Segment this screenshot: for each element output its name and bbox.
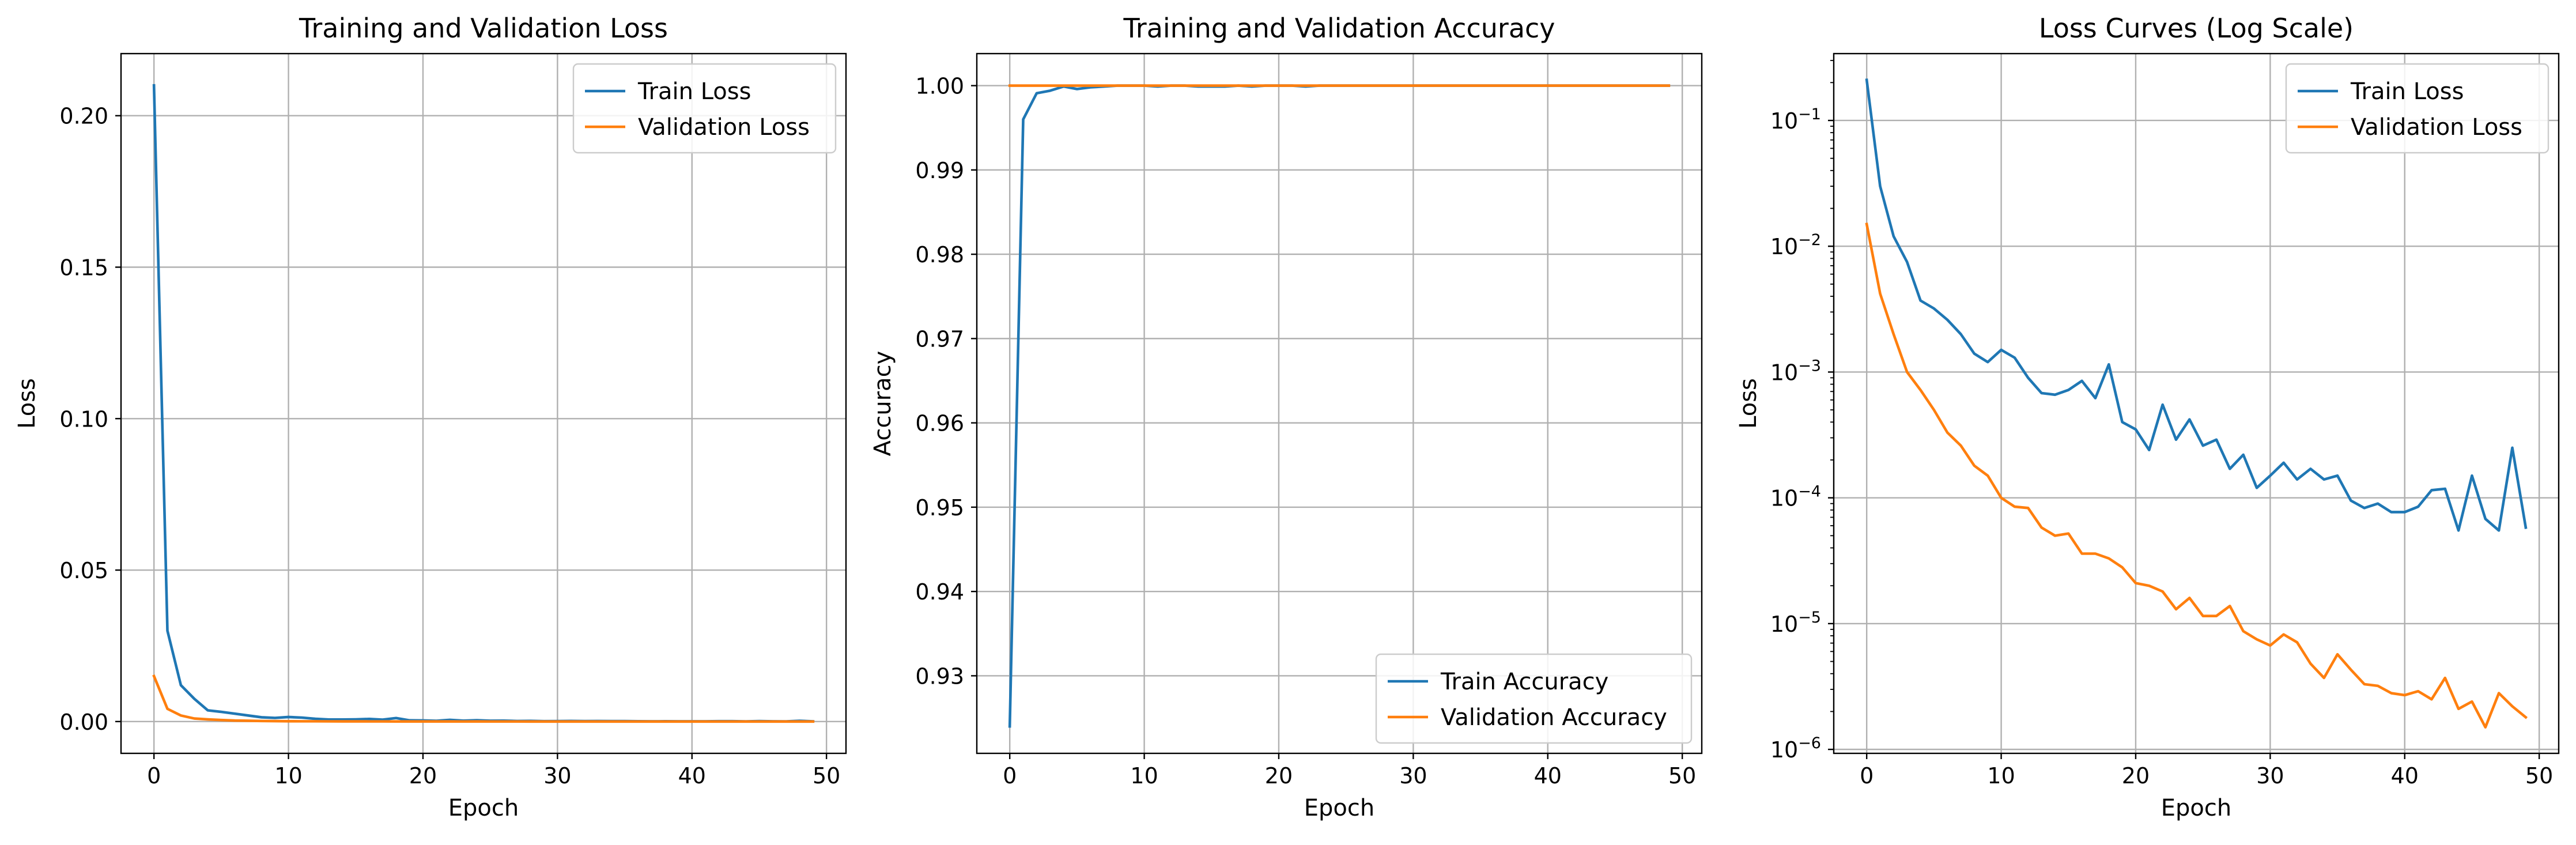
y-tick-label: 0.94	[915, 579, 964, 605]
y-tick-label: 0.93	[915, 663, 964, 689]
y-axis-label: Loss	[14, 378, 40, 429]
y-tick-label: 1.00	[915, 74, 964, 99]
legend-label: Validation Loss	[638, 114, 810, 141]
x-tick-label: 50	[813, 763, 840, 789]
y-tick-label: 0.99	[915, 158, 964, 183]
chart-title: Loss Curves (Log Scale)	[2039, 13, 2354, 44]
x-tick-label: 40	[678, 763, 706, 789]
axes-frame	[1833, 52, 2560, 755]
x-tick-label: 0	[147, 763, 161, 789]
y-tick-label: 0.00	[59, 710, 108, 735]
x-tick-label: 20	[2122, 763, 2150, 789]
legend-box	[572, 63, 837, 154]
legend: Train Loss Validation Loss	[2285, 63, 2549, 154]
y-tick-label: 0.97	[915, 326, 964, 352]
legend-box	[1375, 653, 1693, 744]
legend-label: Train Loss	[2350, 78, 2464, 105]
y-tick-label: 10−3	[1770, 357, 1821, 385]
axes-frame	[976, 52, 1703, 755]
legend-label: Validation Accuracy	[1441, 704, 1667, 731]
x-axis-label: Epoch	[1304, 795, 1374, 821]
x-tick-label: 30	[2256, 763, 2284, 789]
y-tick-label: 10−5	[1770, 609, 1821, 637]
legend-label: Validation Loss	[2351, 114, 2522, 141]
y-tick-label: 10−6	[1770, 734, 1821, 763]
chart-panel-2: 0 10 20 30 40 50 0.93 0.94 0.95 0.96 0.97 0.98 0.99 1…	[870, 13, 1703, 821]
legend-label: Train Loss	[637, 78, 751, 105]
y-tick-label: 0.05	[59, 558, 108, 583]
y-tick-label: 0.10	[59, 406, 108, 432]
x-tick-label: 10	[1987, 763, 2015, 789]
legend-box	[2285, 63, 2549, 154]
chart-title: Training and Validation Loss	[299, 13, 668, 44]
legend-label: Train Accuracy	[1440, 669, 1608, 695]
x-tick-label: 0	[1860, 763, 1874, 789]
x-tick-label: 20	[409, 763, 437, 789]
legend: Train Accuracy Validation Accuracy	[1375, 653, 1693, 744]
series-line-validation-loss	[152, 674, 815, 723]
x-tick-label: 10	[1130, 763, 1158, 789]
x-tick-label: 10	[274, 763, 302, 789]
chart-title: Training and Validation Accuracy	[1123, 13, 1555, 44]
x-tick-label: 50	[1668, 763, 1696, 789]
y-tick-label: 0.96	[915, 411, 964, 436]
y-tick-label: 10−2	[1770, 231, 1821, 259]
y-tick-label: 10−4	[1770, 483, 1821, 511]
series-line-validation-loss	[1865, 222, 2528, 729]
y-axis-label: Accuracy	[870, 351, 896, 457]
y-axis-label: Loss	[1735, 378, 1762, 429]
series-line-train-loss	[1865, 78, 2528, 532]
x-tick-label: 40	[1534, 763, 1562, 789]
y-tick-label: 0.98	[915, 242, 964, 267]
x-tick-label: 20	[1265, 763, 1293, 789]
y-tick-label: 0.20	[59, 104, 108, 129]
series-line-train-accuracy	[1008, 84, 1671, 728]
chart-panel-3: 0 10 20 30 40 50 10−6 10−5 10−4 10−3 10−2 10−1 Loss …	[1735, 13, 2560, 821]
x-tick-label: 0	[1003, 763, 1017, 789]
x-tick-label: 30	[1399, 763, 1427, 789]
y-tick-label: 0.95	[915, 495, 964, 520]
x-tick-label: 30	[543, 763, 571, 789]
y-tick-label: 0.15	[59, 255, 108, 281]
x-tick-label: 40	[2391, 763, 2419, 789]
x-axis-label: Epoch	[448, 795, 519, 821]
y-tick-label: 10−1	[1770, 105, 1821, 134]
x-axis-label: Epoch	[2161, 795, 2231, 821]
x-tick-label: 50	[2525, 763, 2553, 789]
series-line-train-loss	[152, 84, 815, 723]
chart-panel-1: 0 10 20 30 40 50 0.00 0.05 0.10 0.15 0.20 Training …	[14, 13, 847, 821]
axes-frame	[120, 52, 847, 755]
legend: Train Loss Validation Loss	[572, 63, 837, 154]
